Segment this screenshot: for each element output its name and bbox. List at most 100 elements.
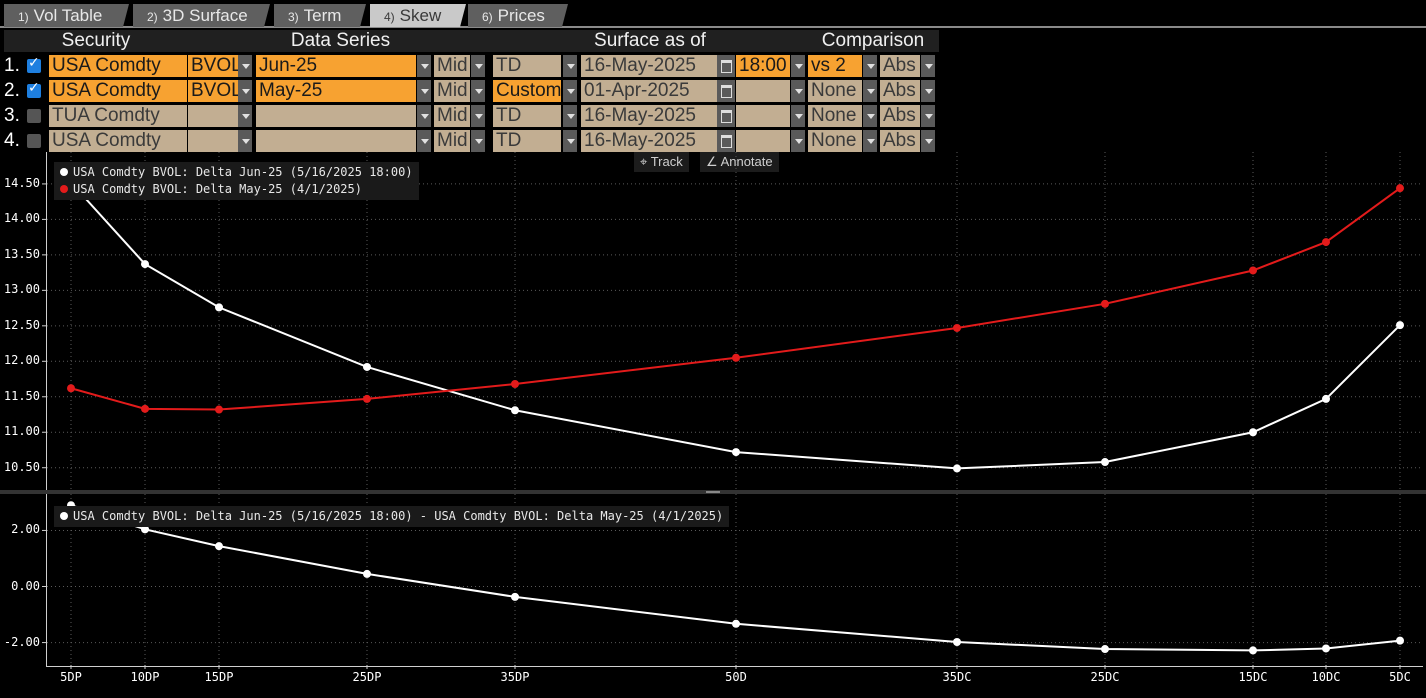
dropdown-arrow-icon[interactable] — [238, 105, 252, 127]
mode-field[interactable]: Custom — [493, 80, 561, 102]
dropdown-arrow-icon[interactable] — [921, 130, 935, 152]
legend-entry-jun25[interactable]: USA Comdty BVOL: Delta Jun-25 (5/16/2025… — [60, 164, 413, 181]
legend-entry-diff[interactable]: USA Comdty BVOL: Delta Jun-25 (5/16/2025… — [60, 508, 723, 525]
data-point — [215, 542, 223, 551]
date-field[interactable]: 01-Apr-2025 — [581, 80, 717, 102]
series-field[interactable] — [256, 130, 416, 152]
dropdown-arrow-icon[interactable] — [563, 80, 577, 102]
dropdown-arrow-icon[interactable] — [863, 130, 877, 152]
data-point — [1396, 184, 1404, 193]
dropdown-arrow-icon[interactable] — [863, 80, 877, 102]
dropdown-arrow-icon[interactable] — [471, 80, 485, 102]
mode-field[interactable]: TD — [493, 105, 561, 127]
tab-3d-surface[interactable]: 2) 3D Surface — [133, 4, 270, 27]
dropdown-arrow-icon[interactable] — [471, 55, 485, 77]
abs-field[interactable]: Abs — [880, 130, 920, 152]
comparison-field[interactable]: None — [808, 105, 862, 127]
source-field[interactable] — [188, 130, 238, 152]
tab-skew[interactable]: 4) Skew — [370, 4, 466, 27]
time-field[interactable]: 18:00 — [736, 55, 790, 77]
source-field[interactable]: BVOL — [188, 80, 238, 102]
dropdown-arrow-icon[interactable] — [791, 80, 805, 102]
track-button[interactable]: ⌖ Track — [634, 152, 689, 172]
dropdown-arrow-icon[interactable] — [238, 130, 252, 152]
side-field[interactable]: Mid — [434, 130, 470, 152]
calendar-icon[interactable] — [717, 80, 735, 102]
dropdown-arrow-icon[interactable] — [417, 80, 431, 102]
dropdown-arrow-icon[interactable] — [238, 55, 252, 77]
dropdown-arrow-icon[interactable] — [417, 105, 431, 127]
legend-label: USA Comdty BVOL: Delta May-25 (4/1/2025) — [73, 182, 362, 196]
dropdown-arrow-icon[interactable] — [471, 130, 485, 152]
time-field[interactable] — [736, 105, 790, 127]
annotate-button[interactable]: ∠ Annotate — [700, 152, 779, 172]
panel-splitter[interactable] — [0, 490, 1426, 494]
dropdown-arrow-icon[interactable] — [563, 130, 577, 152]
splitter-grip[interactable] — [706, 491, 720, 493]
series-field[interactable]: May-25 — [256, 80, 416, 102]
row-checkbox[interactable] — [27, 80, 41, 98]
legend-entry-may25[interactable]: USA Comdty BVOL: Delta May-25 (4/1/2025) — [60, 181, 413, 198]
dropdown-arrow-icon[interactable] — [417, 55, 431, 77]
date-field[interactable]: 16-May-2025 — [581, 105, 717, 127]
data-point — [953, 323, 961, 332]
security-field[interactable]: USA Comdty — [49, 55, 187, 77]
dropdown-arrow-icon[interactable] — [791, 105, 805, 127]
security-field[interactable]: USA Comdty — [49, 130, 187, 152]
tab-label: 3D Surface — [162, 6, 248, 25]
abs-field[interactable]: Abs — [880, 55, 920, 77]
dropdown-arrow-icon[interactable] — [863, 55, 877, 77]
legend-dot-white — [60, 168, 68, 176]
tab-prices[interactable]: 6) Prices — [468, 4, 568, 27]
comparison-field[interactable]: vs 2 — [808, 55, 862, 77]
side-field[interactable]: Mid — [434, 80, 470, 102]
mode-field[interactable]: TD — [493, 55, 561, 77]
date-field[interactable]: 16-May-2025 — [581, 130, 717, 152]
dropdown-arrow-icon[interactable] — [921, 55, 935, 77]
y-tick-label: 12.50 — [3, 317, 40, 332]
comparison-field[interactable]: None — [808, 130, 862, 152]
dropdown-arrow-icon[interactable] — [863, 105, 877, 127]
dropdown-arrow-icon[interactable] — [563, 105, 577, 127]
y-tick-label: 13.00 — [3, 282, 40, 297]
tab-label: Term — [303, 6, 342, 25]
security-field[interactable]: USA Comdty — [49, 80, 187, 102]
source-field[interactable] — [188, 105, 238, 127]
side-field[interactable]: Mid — [434, 105, 470, 127]
calendar-icon[interactable] — [717, 55, 735, 77]
mode-field[interactable]: TD — [493, 130, 561, 152]
series-field[interactable]: Jun-25 — [256, 55, 416, 77]
dropdown-arrow-icon[interactable] — [417, 130, 431, 152]
tab-label: Prices — [497, 6, 545, 25]
dropdown-arrow-icon[interactable] — [471, 105, 485, 127]
calendar-icon[interactable] — [717, 105, 735, 127]
date-field[interactable]: 16-May-2025 — [581, 55, 717, 77]
row-checkbox[interactable] — [27, 55, 41, 73]
x-tick-label: 5DC — [1389, 670, 1411, 684]
side-field[interactable]: Mid — [434, 55, 470, 77]
security-field[interactable]: TUA Comdty — [49, 105, 187, 127]
y-tick-label: -2.00 — [3, 634, 40, 649]
dropdown-arrow-icon[interactable] — [791, 55, 805, 77]
time-field[interactable] — [736, 80, 790, 102]
calendar-icon[interactable] — [717, 130, 735, 152]
dropdown-arrow-icon[interactable] — [238, 80, 252, 102]
time-field[interactable] — [736, 130, 790, 152]
series-field[interactable] — [256, 105, 416, 127]
comparison-field[interactable]: None — [808, 80, 862, 102]
x-tick-label: 25DP — [352, 670, 382, 684]
tab-term[interactable]: 3) Term — [274, 4, 366, 27]
dropdown-arrow-icon[interactable] — [791, 130, 805, 152]
tab-number: 6) — [482, 10, 493, 24]
x-tick-label: 35DC — [942, 670, 972, 684]
dropdown-arrow-icon[interactable] — [921, 105, 935, 127]
abs-field[interactable]: Abs — [880, 105, 920, 127]
source-field[interactable]: BVOL — [188, 55, 238, 77]
row-checkbox[interactable] — [27, 134, 41, 148]
abs-field[interactable]: Abs — [880, 80, 920, 102]
y-tick-label: 2.00 — [11, 522, 40, 537]
dropdown-arrow-icon[interactable] — [563, 55, 577, 77]
row-checkbox[interactable] — [27, 109, 41, 123]
dropdown-arrow-icon[interactable] — [921, 80, 935, 102]
